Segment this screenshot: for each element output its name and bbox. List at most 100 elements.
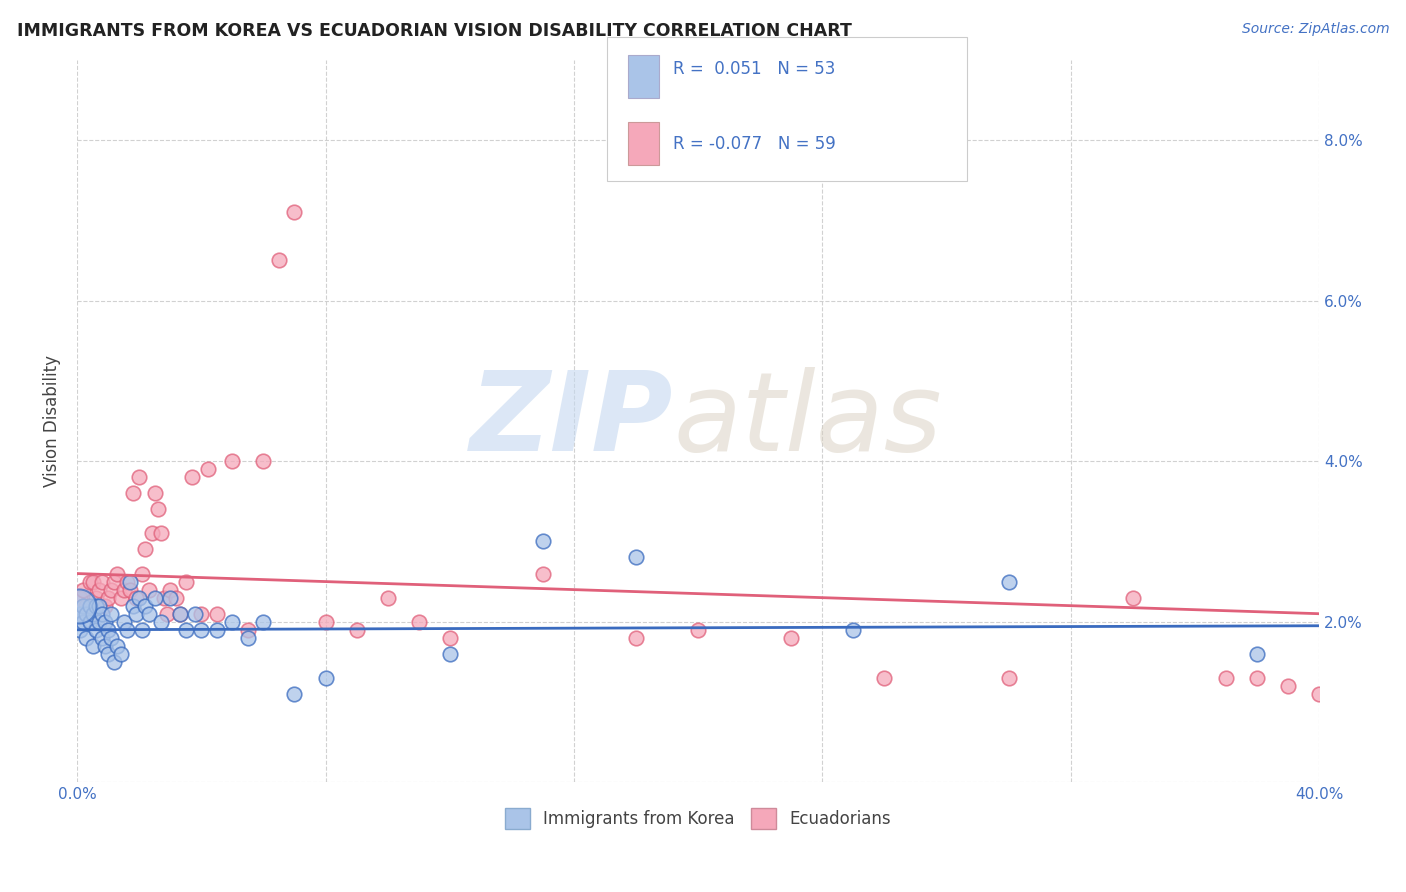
Point xyxy=(149,526,172,541)
Point xyxy=(236,623,259,637)
Point xyxy=(67,599,90,613)
Point xyxy=(112,582,135,597)
Point xyxy=(408,615,430,629)
Point xyxy=(107,566,129,581)
Point xyxy=(72,615,94,629)
Point xyxy=(252,454,274,468)
Point xyxy=(87,615,110,629)
Point xyxy=(315,615,337,629)
Point xyxy=(97,591,120,605)
Point xyxy=(624,550,647,565)
Point xyxy=(128,591,150,605)
Point xyxy=(181,470,204,484)
Point xyxy=(118,574,141,589)
Point xyxy=(149,615,172,629)
Point xyxy=(439,631,461,645)
Point xyxy=(156,607,179,621)
Point xyxy=(174,623,197,637)
Point xyxy=(141,526,163,541)
Point xyxy=(531,566,554,581)
Point xyxy=(107,639,129,653)
Point xyxy=(1122,591,1144,605)
Point xyxy=(1246,647,1268,661)
Point xyxy=(166,591,188,605)
Point xyxy=(138,582,160,597)
Point xyxy=(84,591,107,605)
Y-axis label: Vision Disability: Vision Disability xyxy=(44,355,60,487)
Point xyxy=(138,607,160,621)
Point xyxy=(236,631,259,645)
Point xyxy=(842,623,865,637)
Point xyxy=(377,591,399,605)
Point xyxy=(84,599,107,613)
Point xyxy=(134,599,156,613)
Point xyxy=(75,599,97,613)
Point xyxy=(125,607,148,621)
Point xyxy=(110,591,132,605)
Point xyxy=(131,566,153,581)
Point xyxy=(159,591,181,605)
Point xyxy=(75,631,97,645)
Point xyxy=(87,599,110,613)
Point xyxy=(103,655,125,669)
Point xyxy=(624,631,647,645)
Point xyxy=(169,607,191,621)
Point xyxy=(143,486,166,500)
Point xyxy=(205,607,228,621)
Point xyxy=(90,631,112,645)
Point xyxy=(100,607,122,621)
Point xyxy=(79,599,101,613)
Point xyxy=(128,470,150,484)
Point xyxy=(1277,679,1299,693)
Point xyxy=(82,574,104,589)
Point xyxy=(283,687,305,701)
Point xyxy=(267,253,290,268)
Text: IMMIGRANTS FROM KOREA VS ECUADORIAN VISION DISABILITY CORRELATION CHART: IMMIGRANTS FROM KOREA VS ECUADORIAN VISI… xyxy=(17,22,852,40)
Point xyxy=(531,534,554,549)
Point xyxy=(90,607,112,621)
Point xyxy=(115,574,138,589)
Point xyxy=(252,615,274,629)
Point xyxy=(169,607,191,621)
Point xyxy=(1215,671,1237,685)
Point xyxy=(1246,671,1268,685)
Text: R =  0.051   N = 53: R = 0.051 N = 53 xyxy=(673,60,835,78)
Point xyxy=(146,502,169,516)
Point xyxy=(190,623,212,637)
Point xyxy=(79,574,101,589)
Point xyxy=(69,623,91,637)
Text: R = -0.077   N = 59: R = -0.077 N = 59 xyxy=(673,135,837,153)
Point xyxy=(69,607,91,621)
Point xyxy=(159,582,181,597)
Point xyxy=(94,639,117,653)
Text: ZIP: ZIP xyxy=(470,368,673,475)
Text: atlas: atlas xyxy=(673,368,942,475)
Point xyxy=(100,631,122,645)
Point xyxy=(780,631,803,645)
Point xyxy=(118,582,141,597)
Point xyxy=(197,462,219,476)
Point xyxy=(873,671,896,685)
Point xyxy=(103,574,125,589)
Point xyxy=(997,574,1019,589)
Point xyxy=(134,542,156,557)
Point xyxy=(72,599,94,613)
Point xyxy=(97,623,120,637)
Point xyxy=(190,607,212,621)
Point xyxy=(439,647,461,661)
Point xyxy=(131,623,153,637)
Point xyxy=(283,205,305,219)
Point xyxy=(205,623,228,637)
Point xyxy=(184,607,207,621)
Point xyxy=(115,623,138,637)
Point xyxy=(79,615,101,629)
Point xyxy=(122,599,145,613)
Point xyxy=(75,607,97,621)
Point xyxy=(100,582,122,597)
Point xyxy=(94,599,117,613)
Point xyxy=(97,647,120,661)
Legend: Immigrants from Korea, Ecuadorians: Immigrants from Korea, Ecuadorians xyxy=(498,802,898,836)
Point xyxy=(346,623,368,637)
Point xyxy=(110,647,132,661)
Point xyxy=(221,615,243,629)
